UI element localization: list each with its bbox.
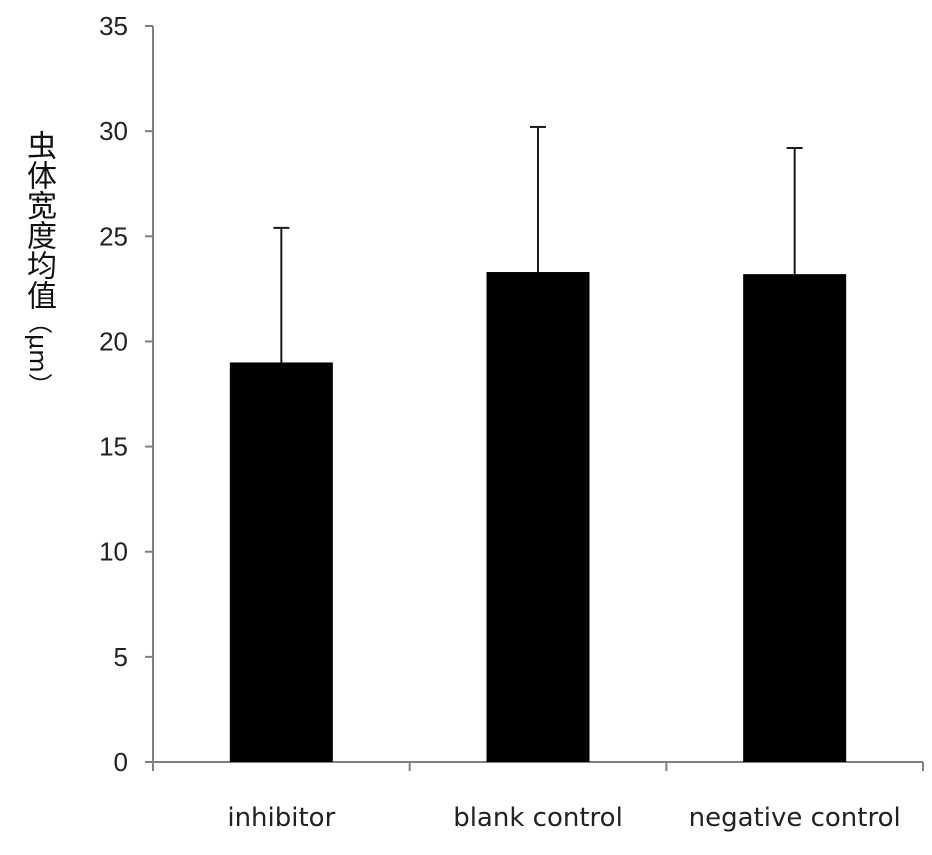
- bar: [229, 362, 333, 762]
- y-tick-label: 5: [114, 642, 128, 672]
- y-axis-unit: （μm）: [24, 310, 52, 397]
- tick-labels: 0 5 10 15 20 25 30 35 inhibitor blank control nega…: [99, 11, 901, 833]
- x-tick-label: blank control: [453, 803, 623, 833]
- y-tick-label: 0: [114, 747, 128, 777]
- x-tick-label: negative control: [689, 803, 901, 833]
- bar: [486, 272, 590, 762]
- y-axis-label: 虫体宽度均值（μm）: [18, 130, 58, 397]
- y-tick-label: 35: [99, 11, 128, 41]
- bars: [229, 272, 847, 762]
- y-tick-label: 25: [99, 221, 128, 251]
- x-tick-label: inhibitor: [227, 803, 335, 833]
- y-axis-label-text: 虫体宽度均值: [21, 130, 56, 310]
- bar: [743, 274, 847, 762]
- y-tick-label: 20: [99, 326, 128, 356]
- y-tick-label: 15: [99, 432, 128, 462]
- error-bars: [273, 125, 803, 363]
- y-tick-label: 30: [99, 116, 128, 146]
- y-tick-label: 10: [99, 537, 128, 567]
